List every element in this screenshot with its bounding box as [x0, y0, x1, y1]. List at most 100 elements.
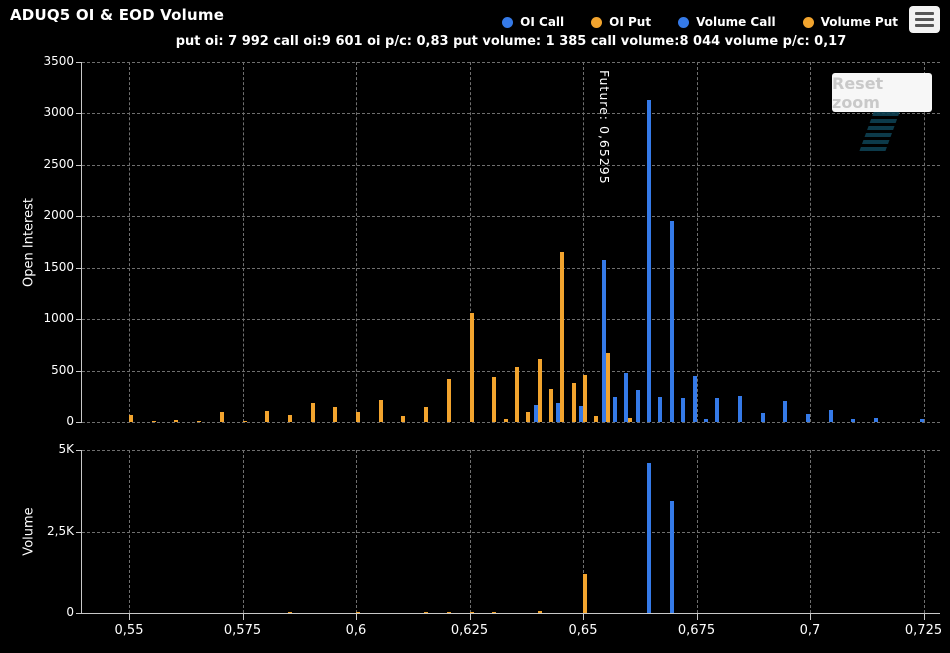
- oi-put-bar: [265, 411, 270, 422]
- vol-put-bar: [424, 612, 429, 613]
- x-tick-label: 0,725: [904, 623, 943, 638]
- gridline-h: [82, 113, 940, 115]
- oi-put-bar: [514, 367, 519, 422]
- x-tick: [923, 614, 925, 620]
- oi-put-bar: [571, 383, 576, 422]
- gridline-h: [82, 450, 940, 451]
- vol-put-bar: [492, 612, 497, 613]
- oi-put-bar: [526, 412, 531, 422]
- vol-put-bar: [469, 612, 474, 613]
- vol-put-bar: [287, 612, 292, 613]
- oi-call-bar: [715, 398, 720, 422]
- oi-call-dot-icon: [502, 16, 514, 28]
- gridline-h: [82, 267, 940, 269]
- oi-call-bar: [556, 403, 561, 422]
- y-tick: [76, 450, 82, 451]
- oi-call-bar: [601, 260, 606, 422]
- oi-axis-title: Open Interest: [21, 198, 37, 287]
- legend-label: Volume Call: [696, 15, 776, 29]
- future-price-label: Future: 0,65295: [597, 70, 612, 185]
- oi-put-bar: [605, 353, 610, 422]
- reset-zoom-button[interactable]: Reset zoom: [832, 73, 932, 112]
- chart-legend: OI Call OI Put Volume Call Volume Put: [502, 15, 898, 29]
- x-tick-label: 0,6: [345, 623, 367, 638]
- vol-call-bar: [669, 501, 674, 613]
- gridline-v: [696, 62, 698, 422]
- gridline-v: [356, 62, 357, 422]
- oi-put-bar: [446, 379, 451, 422]
- oi-put-bar: [503, 419, 508, 422]
- x-tick: [810, 614, 811, 620]
- gridline-v: [242, 62, 244, 422]
- legend-item-volume-put[interactable]: Volume Put: [802, 15, 898, 29]
- legend-item-oi-call[interactable]: OI Call: [502, 15, 564, 29]
- oi-call-bar: [579, 406, 583, 422]
- x-tick: [583, 614, 584, 620]
- oi-call-bar: [658, 397, 663, 422]
- oi-put-bar: [594, 416, 599, 422]
- y-tick-label: 1500: [43, 259, 74, 274]
- oi-put-bar: [287, 415, 292, 422]
- x-tick-label: 0,7: [799, 623, 821, 638]
- x-axis-line: [82, 613, 940, 614]
- legend-item-volume-call[interactable]: Volume Call: [678, 15, 776, 29]
- gridline-v: [356, 450, 357, 613]
- oi-call-bar: [624, 373, 629, 422]
- oi-put-bar: [537, 359, 542, 422]
- gridline-h: [82, 422, 940, 423]
- oi-call-bar: [669, 221, 674, 422]
- x-tick-label: 0,625: [450, 623, 489, 638]
- oi-call-bar: [806, 414, 810, 422]
- y-tick: [76, 267, 82, 269]
- y-tick: [76, 319, 82, 321]
- oi-call-bar: [737, 396, 742, 422]
- oi-put-bar: [548, 389, 553, 422]
- gridline-v: [469, 62, 471, 422]
- oi-put-bar: [356, 412, 360, 422]
- oi-call-bar: [647, 100, 652, 422]
- vol-call-bar: [647, 463, 652, 613]
- oi-call-bar: [681, 398, 686, 422]
- x-tick-label: 0,675: [677, 623, 716, 638]
- y-tick-label: 2000: [43, 208, 74, 223]
- legend-label: OI Put: [609, 15, 652, 29]
- gridline-h: [82, 164, 940, 166]
- y-tick-label: 0: [66, 414, 74, 428]
- oi-put-bar: [333, 407, 338, 422]
- oi-put-bar: [174, 420, 179, 422]
- y-tick-label: 1000: [43, 311, 74, 326]
- gridline-v: [469, 450, 471, 613]
- gridline-v: [583, 62, 584, 422]
- y-tick: [76, 216, 82, 218]
- gridline-v: [923, 62, 925, 422]
- x-tick: [696, 614, 698, 620]
- y-tick-label: 500: [51, 362, 74, 377]
- oi-put-bar: [628, 418, 633, 422]
- gridline-v: [129, 450, 130, 613]
- gridline-v: [810, 450, 811, 613]
- vol-put-bar: [356, 612, 360, 613]
- vol-put-bar: [583, 574, 587, 613]
- hamburger-menu-button[interactable]: [909, 6, 940, 33]
- x-tick: [469, 614, 471, 620]
- oi-call-bar: [874, 418, 879, 422]
- oi-call-bar: [692, 376, 697, 422]
- gridline-v: [696, 450, 698, 613]
- y-tick: [76, 531, 82, 533]
- gridline-v: [810, 62, 811, 422]
- page-title: ADUQ5 OI & EOD Volume: [10, 6, 225, 24]
- x-tick-label: 0,55: [114, 623, 144, 638]
- oi-put-bar: [197, 421, 202, 422]
- legend-item-oi-put[interactable]: OI Put: [591, 15, 651, 29]
- legend-label: OI Call: [520, 15, 565, 29]
- oi-put-bar: [401, 416, 406, 422]
- x-tick: [356, 614, 357, 620]
- x-tick: [129, 614, 130, 620]
- oi-call-bar: [851, 419, 856, 422]
- x-tick: [242, 614, 244, 620]
- x-tick-label: 0,65: [568, 623, 598, 638]
- gridline-h: [82, 319, 940, 321]
- y-axis-line: [81, 450, 82, 613]
